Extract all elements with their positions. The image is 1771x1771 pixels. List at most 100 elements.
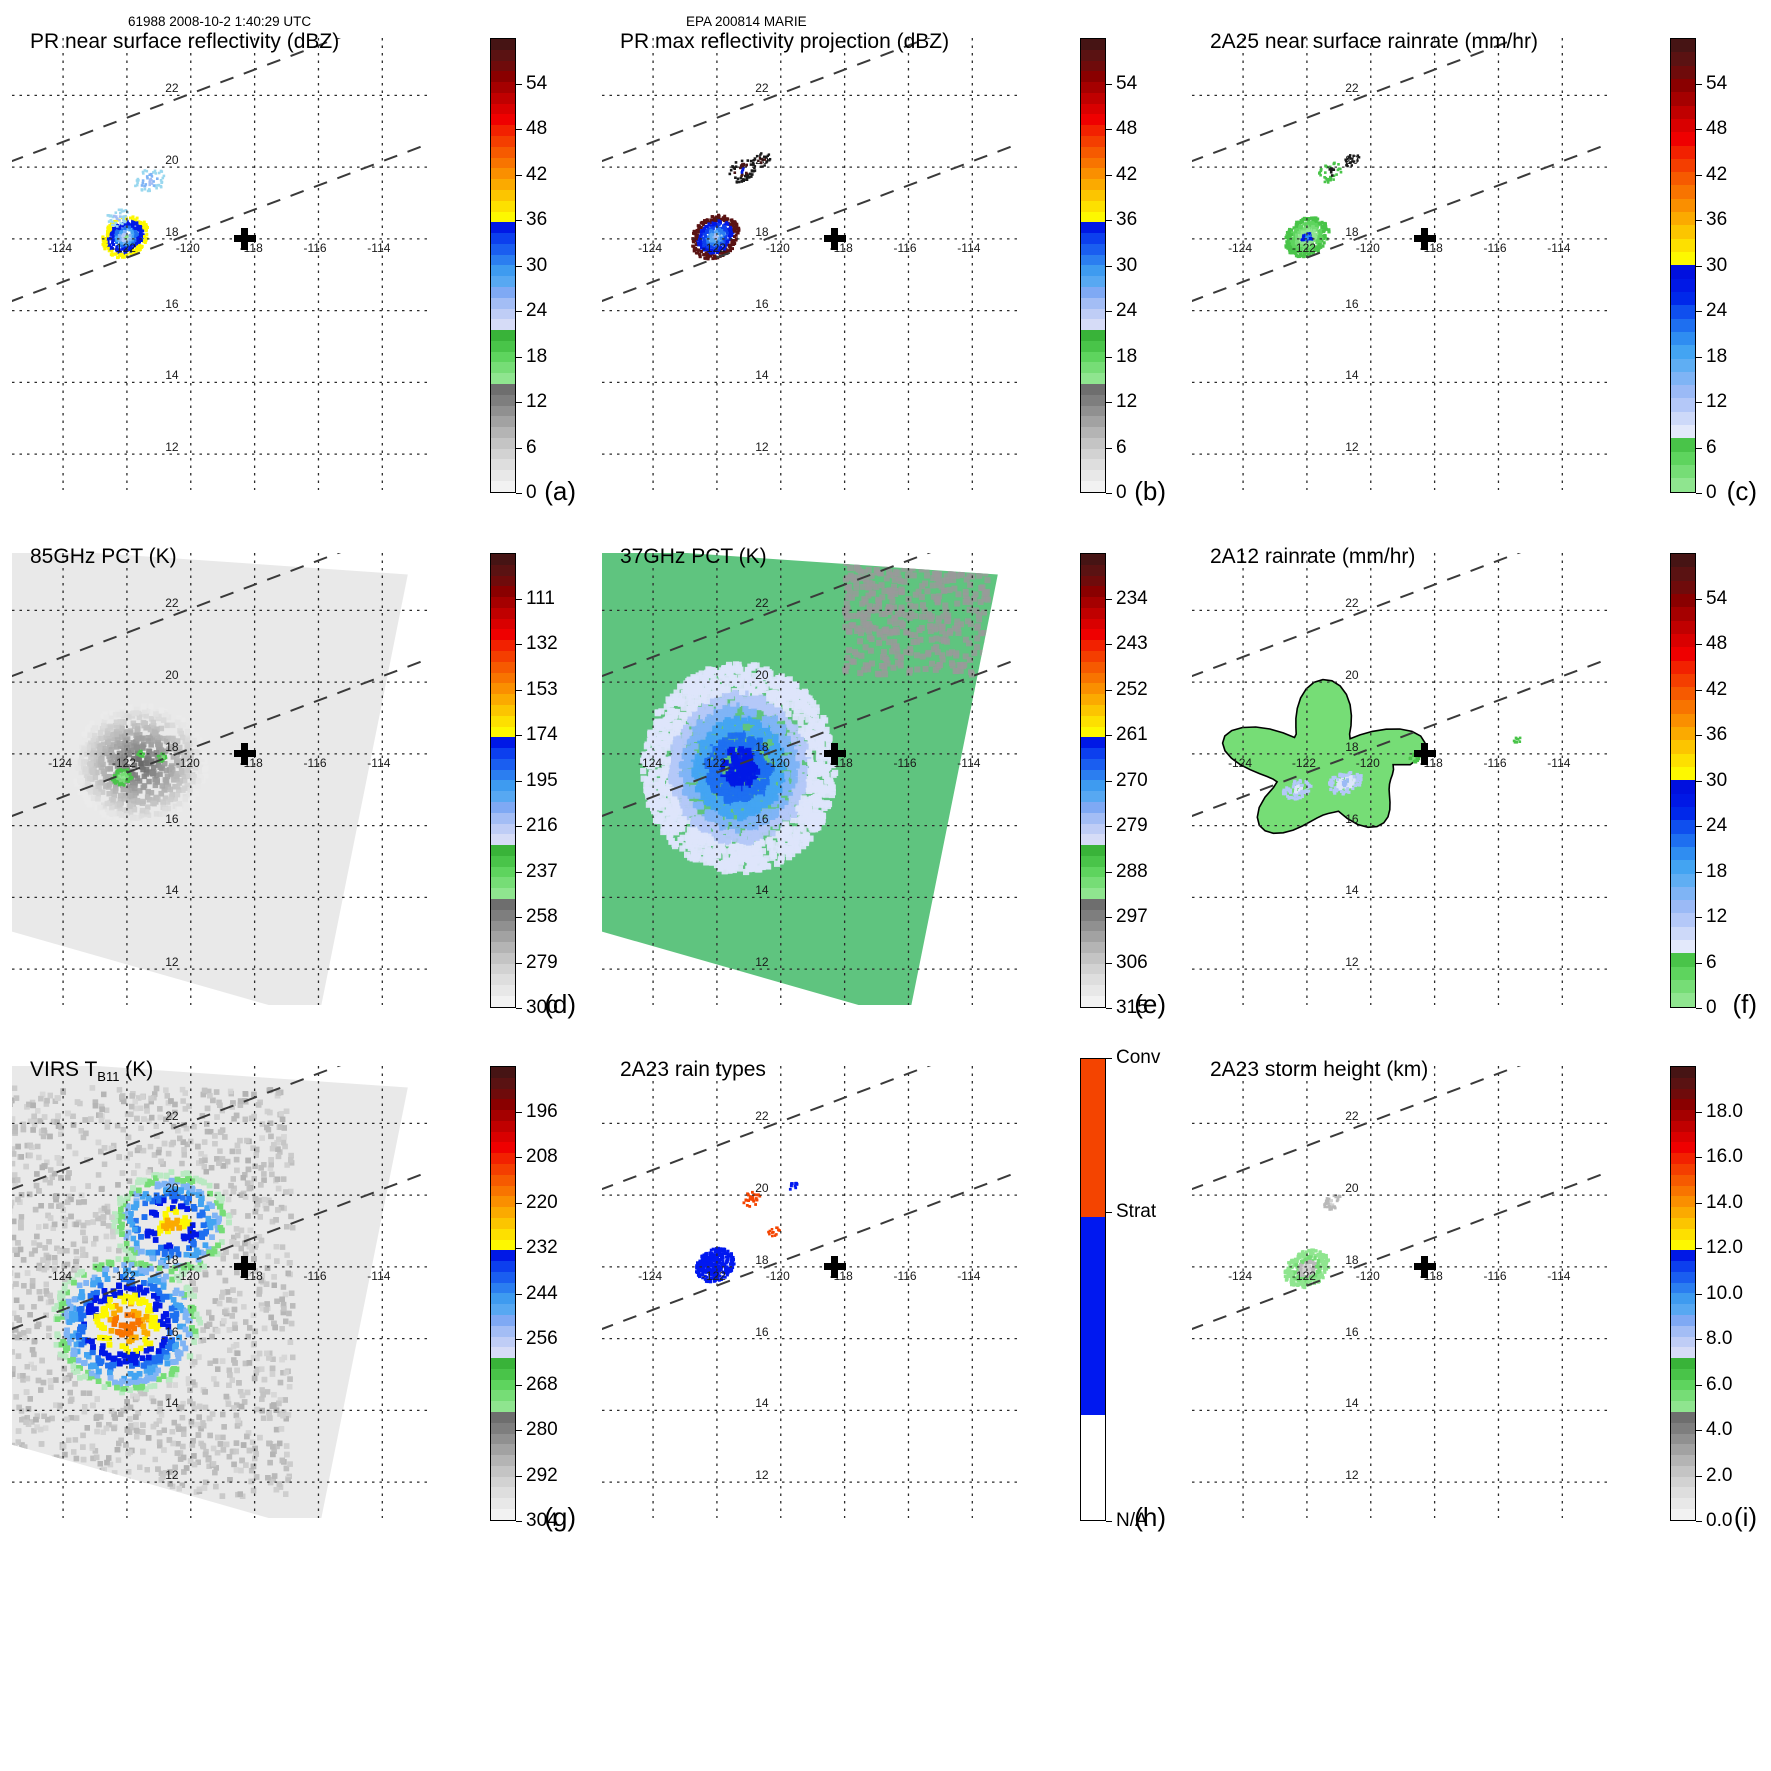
lon-tick-label: -122: [1291, 755, 1316, 770]
colorbar-segment: [1081, 651, 1105, 662]
colorbar-i: 18.0 16.0 14.0 12.0 10.0 8.0 6.0 4.0 2.0 0.0: [1670, 1066, 1771, 1531]
panel-title-g: VIRS TB11 (K): [30, 1058, 153, 1084]
colorbar-b: 54 48 42 36 30 24 18 12 6 0: [1080, 38, 1210, 503]
colorbar-tick: [1106, 129, 1112, 130]
colorbar-segment: [1081, 963, 1105, 975]
colorbar-segment: [1081, 855, 1105, 867]
lat-tick-label: 16: [165, 1324, 179, 1339]
colorbar-segment: [491, 1164, 515, 1175]
colorbar-segment: [1081, 179, 1105, 190]
colorbar-tick-label: 36: [1706, 724, 1728, 745]
colorbar-tick: [1696, 917, 1702, 918]
colorbar-segment: [491, 136, 515, 147]
colorbar-tick: [516, 735, 522, 736]
panel-letter-e: (e): [1134, 989, 1166, 1019]
colorbar-tick: [516, 356, 522, 358]
colorbar-tick: [1106, 174, 1112, 176]
colorbar-segment: [1671, 132, 1695, 146]
colorbar-segment: [1671, 926, 1695, 941]
colorbar-tick-label: 8.0: [1706, 1328, 1733, 1349]
colorbar-segment: [491, 1185, 515, 1197]
lat-tick-label: 16: [755, 1324, 769, 1339]
colorbar-segment: [1671, 1261, 1695, 1272]
colorbar-segment: [1081, 146, 1105, 158]
colorbar-segment: [1671, 713, 1695, 728]
colorbar-gradient-e: [1080, 553, 1106, 1008]
colorbar-segment: [1081, 683, 1105, 695]
colorbar-tick-label: 174: [526, 724, 558, 745]
colorbar-segment: [1671, 105, 1695, 119]
colorbar-segment: [491, 351, 515, 363]
colorbar-segment: [1081, 189, 1105, 201]
lat-tick-label: 18: [1345, 224, 1359, 239]
colorbar-segment: [1081, 211, 1105, 223]
colorbar-tick-label: 18.0: [1706, 1100, 1743, 1122]
lon-tick-label: -120: [1355, 755, 1380, 770]
colorbar-c: 54 48 42 36 30 24 18 12 6 0: [1670, 38, 1771, 503]
colorbar-segment: [491, 899, 515, 910]
colorbar-segment: [1671, 1412, 1695, 1423]
colorbar-segment: [1671, 940, 1695, 954]
colorbar-tick-label: 0: [1706, 997, 1717, 1018]
colorbar-tick-label: 10.0: [1706, 1282, 1743, 1304]
colorbar-segment: [1081, 362, 1105, 374]
colorbar-segment: [1671, 687, 1695, 701]
colorbar-segment: [1081, 715, 1105, 727]
panel-a: -124 -122 -120 -118 -116 -114 22 20 18 16 14 12 PR n…: [0, 0, 590, 515]
colorbar-tick: [516, 220, 522, 221]
colorbar-segment: [1671, 1282, 1695, 1294]
colorbar-segment: [1671, 1487, 1695, 1499]
colorbar-gradient-a: [490, 38, 516, 493]
colorbar-segment: [1671, 900, 1695, 914]
lon-tick-label: -122: [111, 240, 136, 255]
colorbar-tick-label: 12: [526, 391, 548, 412]
colorbar-segment: [1081, 200, 1105, 212]
colorbar-segment: [1081, 952, 1105, 964]
graticule-e: [602, 553, 1017, 1005]
panel-letter-b: (b): [1134, 476, 1166, 506]
lat-tick-label: 12: [1345, 955, 1359, 970]
lat-tick-label: 12: [1345, 440, 1359, 455]
colorbar-segment: [491, 1228, 515, 1240]
colorbar-segment: [1081, 459, 1105, 471]
panel-letter-a: (a): [544, 476, 576, 506]
storm-center-cross-icon: [234, 227, 257, 250]
colorbar-segment: [1671, 371, 1695, 386]
colorbar-tick: [1106, 1008, 1112, 1009]
panel-letter-i: (i): [1733, 1502, 1757, 1532]
lon-tick-label: -120: [175, 1268, 200, 1283]
colorbar-segment: [1671, 252, 1695, 266]
lon-tick-label: -124: [1228, 240, 1253, 255]
colorbar-tick: [1696, 311, 1702, 312]
colorbar-tick-label: 16.0: [1706, 1146, 1743, 1167]
panel-i: -124 -122 -120 -118 -116 -114 22 20 18 16 14 12 2A23…: [1180, 1028, 1771, 1541]
colorbar-segment: [491, 340, 515, 352]
colorbar-segment: [1671, 993, 1695, 1007]
colorbar-segment: [1081, 448, 1105, 460]
colorbar-segment: [1671, 1120, 1695, 1132]
colorbar-tick-label: 315: [1116, 997, 1148, 1018]
colorbar-segment: [491, 1217, 515, 1229]
colorbar-segment: [1671, 411, 1695, 426]
colorbar-tick: [1106, 780, 1112, 782]
colorbar-tick-label: 288: [1116, 860, 1148, 882]
colorbar-tick: [1106, 1212, 1112, 1214]
panel-title-f: 2A12 rainrate (mm/hr): [1210, 545, 1416, 568]
colorbar-tick: [516, 1521, 522, 1522]
colorbar-segment: [491, 394, 515, 406]
colorbar-segment: [1671, 425, 1695, 439]
colorbar-segment: [1671, 1401, 1695, 1412]
colorbar-tick-label: 279: [526, 951, 558, 973]
colorbar-segment: [491, 694, 515, 705]
colorbar-segment: [491, 845, 515, 856]
colorbar-tick: [1696, 1430, 1702, 1431]
lat-tick-label: 22: [1345, 596, 1359, 611]
colorbar-tick: [1696, 83, 1702, 85]
map-g: -124 -122 -120 -118 -116 -114 22 20 18 16 14 12: [12, 1066, 427, 1518]
colorbar-tick: [1106, 826, 1112, 827]
colorbar-tick: [1696, 493, 1702, 494]
colorbar-tick: [1106, 265, 1112, 267]
colorbar-segment: [491, 319, 515, 331]
colorbar-tick-label: 292: [526, 1464, 558, 1486]
colorbar-tick-label: 36: [1116, 209, 1138, 230]
